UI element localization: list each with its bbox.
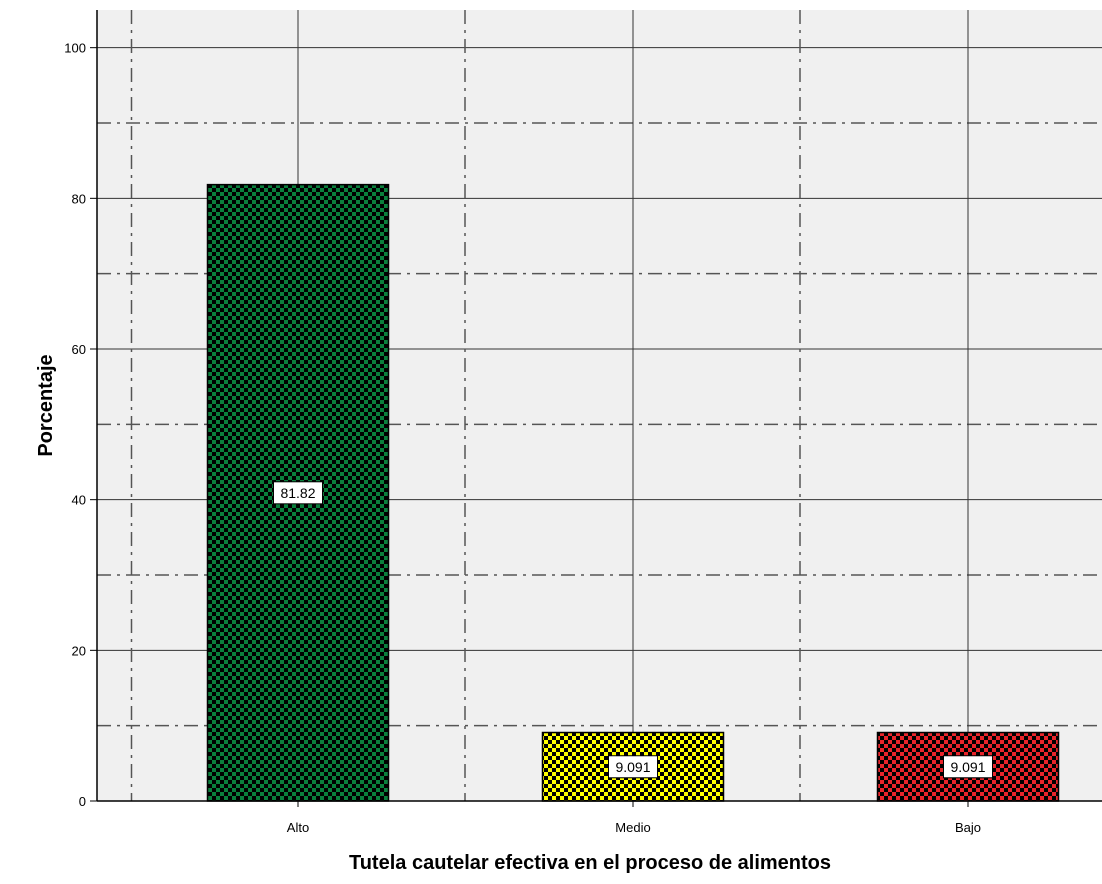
y-tick-label: 80 [72,191,86,206]
x-tick-label: Medio [615,820,650,835]
data-label-box [943,755,993,779]
x-tick-label: Alto [287,820,309,835]
x-tick-label: Bajo [955,820,981,835]
y-tick-label: 60 [72,342,86,357]
axes: 0 20 40 60 80 100 Alto Medio Bajo [64,10,1102,835]
y-tick-label: 20 [72,643,86,658]
y-tick-label: 0 [79,794,86,809]
data-label: 81.82 [280,485,315,501]
data-label-box [273,481,323,505]
data-labels: 81.82 9.091 9.091 [273,481,993,779]
y-tick-label: 100 [64,41,86,56]
data-label: 9.091 [615,759,650,775]
data-label: 9.091 [950,759,985,775]
data-label-box [608,755,658,779]
y-tick-label: 40 [72,493,86,508]
x-axis-title: Tutela cautelar efectiva en el proceso d… [349,852,831,874]
bars [206,183,1060,802]
y-axis-title: Porcentaje [35,354,57,456]
